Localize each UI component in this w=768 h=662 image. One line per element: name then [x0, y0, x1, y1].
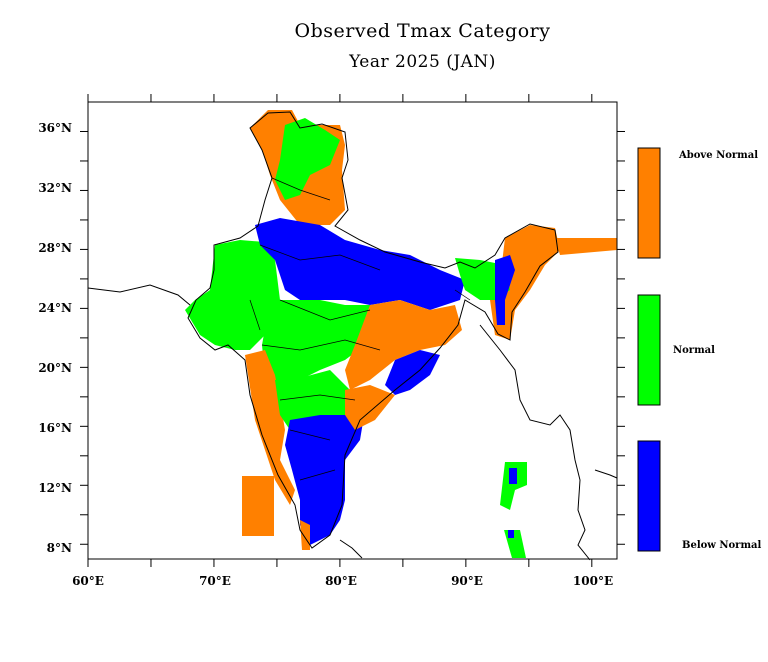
- india-outline: [187, 111, 559, 549]
- legend-label-normal: Normal: [673, 345, 715, 356]
- x-axis-labels: 60°E 70°E 80°E 90°E 100°E: [72, 574, 613, 588]
- cells-normal-north: [275, 118, 340, 200]
- x-tick-label: 60°E: [72, 574, 104, 588]
- legend-label-below: Below Normal: [682, 540, 762, 551]
- cells-below-andaman: [509, 468, 517, 484]
- state-lines: [249, 177, 471, 481]
- legend-swatch-above: [637, 147, 661, 259]
- y-tick-label: 36°N: [38, 121, 72, 135]
- cells-below-south: [285, 410, 365, 545]
- y-tick-label: 28°N: [38, 241, 72, 255]
- x-tick-label: 80°E: [325, 574, 357, 588]
- legend-swatch-normal: [637, 294, 661, 406]
- cells-normal-nicobar: [504, 530, 526, 558]
- cells-normal-west: [185, 240, 280, 350]
- neighbour-west-border: [87, 284, 191, 306]
- cells-normal-andaman: [500, 462, 527, 510]
- plot-frame: [87, 101, 618, 560]
- cells-above-northeast: [490, 225, 560, 340]
- cells-below-nicobar: [508, 530, 514, 538]
- y-axis-labels: 36°N 32°N 28°N 24°N 20°N 16°N 12°N 8°N: [38, 121, 72, 555]
- neighbour-thai-peninsula: [594, 469, 618, 479]
- boundaries: [87, 111, 618, 561]
- cells-below-north-central: [255, 218, 465, 310]
- srilanka-border: [339, 539, 363, 559]
- y-tick-label: 8°N: [47, 541, 72, 555]
- cells-normal-central: [262, 300, 380, 395]
- x-tick-label: 90°E: [451, 574, 483, 588]
- cells-below-northeast: [495, 255, 515, 325]
- y-tick-label: 16°N: [38, 421, 72, 435]
- cells-above-south-tip: [300, 520, 310, 550]
- y-tick-label: 20°N: [38, 361, 72, 375]
- cells-above-coromandel: [345, 385, 395, 430]
- x-tick-label: 100°E: [573, 574, 613, 588]
- y-tick-label: 12°N: [38, 481, 72, 495]
- neighbour-east-coast: [479, 324, 591, 561]
- map-subtitle: Year 2025 (JAN): [349, 52, 496, 72]
- cells-above-northeast-east: [555, 238, 617, 255]
- axis-ticks: [80, 94, 625, 567]
- cells-above-lakshadweep: [242, 476, 274, 536]
- map-title: Observed Tmax Category: [294, 20, 551, 42]
- x-tick-label: 70°E: [199, 574, 231, 588]
- legend: Above Normal Normal Below Normal: [637, 147, 762, 552]
- cells-above-east-central: [345, 300, 462, 390]
- cells-above-west-coast: [245, 350, 295, 505]
- legend-label-above: Above Normal: [678, 150, 758, 161]
- y-tick-label: 24°N: [38, 301, 72, 315]
- y-tick-label: 32°N: [38, 181, 72, 195]
- cells-below-east: [385, 350, 440, 395]
- category-cells: [185, 110, 617, 558]
- legend-swatch-below: [637, 440, 661, 552]
